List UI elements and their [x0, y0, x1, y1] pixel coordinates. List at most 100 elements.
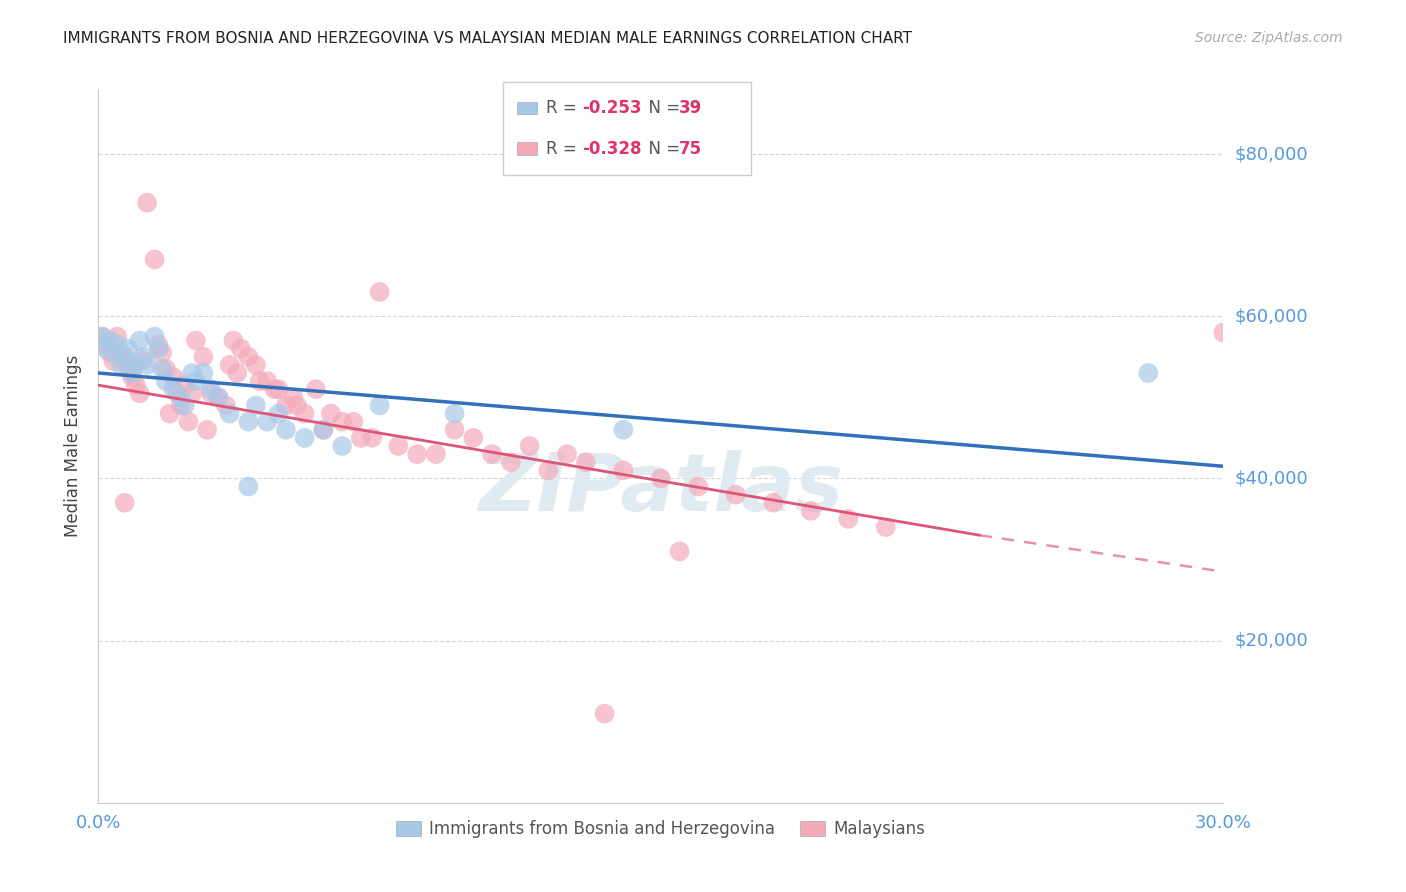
Point [263, 382, 285, 396]
Point [91, 329, 114, 343]
Point [110, 358, 132, 372]
Point [294, 431, 316, 445]
Point [181, 366, 204, 380]
Point [283, 390, 305, 404]
Point [238, 479, 260, 493]
Point [162, 370, 184, 384]
Text: R =: R = [546, 99, 582, 117]
Point [218, 407, 240, 421]
Point [575, 455, 598, 469]
Point [207, 390, 229, 404]
FancyBboxPatch shape [517, 143, 537, 155]
Point [361, 431, 384, 445]
Point [425, 447, 447, 461]
Point [330, 415, 353, 429]
Point [319, 407, 342, 421]
Point [342, 415, 364, 429]
Point [312, 423, 335, 437]
Point [117, 362, 139, 376]
Point [98, 345, 121, 359]
Text: Source: ZipAtlas.com: Source: ZipAtlas.com [1195, 31, 1343, 45]
Point [1137, 366, 1160, 380]
Text: N =: N = [638, 140, 686, 158]
Point [555, 447, 578, 461]
Point [125, 358, 148, 372]
Point [294, 407, 316, 421]
Point [238, 350, 260, 364]
Point [305, 382, 328, 396]
Point [105, 329, 128, 343]
Y-axis label: Median Male Earnings: Median Male Earnings [65, 355, 83, 537]
Point [155, 374, 177, 388]
Point [150, 345, 173, 359]
Point [537, 463, 560, 477]
Point [136, 195, 159, 210]
Point [463, 431, 485, 445]
Point [350, 431, 373, 445]
Point [368, 399, 391, 413]
Point [173, 399, 195, 413]
Point [132, 350, 155, 364]
Legend: Immigrants from Bosnia and Herzegovina, Malaysians: Immigrants from Bosnia and Herzegovina, … [389, 814, 932, 845]
Point [114, 496, 136, 510]
Point [245, 399, 267, 413]
Text: $60,000: $60,000 [1234, 307, 1308, 326]
Point [312, 423, 335, 437]
Point [245, 358, 267, 372]
Point [195, 423, 218, 437]
Point [215, 399, 238, 413]
Point [143, 252, 166, 267]
Point [200, 386, 222, 401]
Point [170, 390, 193, 404]
Point [110, 345, 132, 359]
Point [249, 374, 271, 388]
Point [162, 382, 184, 396]
Text: $40,000: $40,000 [1234, 469, 1308, 487]
Point [481, 447, 503, 461]
Point [612, 463, 634, 477]
Text: $80,000: $80,000 [1234, 145, 1308, 163]
Point [103, 354, 125, 368]
Point [267, 382, 290, 396]
Point [193, 350, 215, 364]
Point [155, 362, 177, 376]
Point [150, 362, 173, 376]
Point [103, 345, 125, 359]
Point [184, 374, 207, 388]
Point [800, 504, 823, 518]
FancyBboxPatch shape [517, 102, 537, 114]
Point [229, 342, 252, 356]
Point [105, 337, 128, 351]
Point [91, 329, 114, 343]
Point [406, 447, 429, 461]
Point [650, 471, 672, 485]
Point [128, 334, 150, 348]
Point [170, 399, 193, 413]
Point [193, 366, 215, 380]
Point [143, 329, 166, 343]
Point [125, 378, 148, 392]
Point [128, 386, 150, 401]
Point [121, 366, 143, 380]
Text: -0.328: -0.328 [582, 140, 641, 158]
Point [499, 455, 522, 469]
Point [94, 337, 117, 351]
Point [238, 415, 260, 429]
Point [94, 342, 117, 356]
Point [267, 407, 290, 421]
Point [166, 386, 188, 401]
Point [368, 285, 391, 299]
Point [1212, 326, 1234, 340]
Point [688, 479, 710, 493]
Point [222, 334, 245, 348]
Text: R =: R = [546, 140, 582, 158]
Point [121, 370, 143, 384]
Point [387, 439, 409, 453]
Point [274, 399, 297, 413]
Point [256, 374, 278, 388]
Point [98, 334, 121, 348]
Text: IMMIGRANTS FROM BOSNIA AND HERZEGOVINA VS MALAYSIAN MEDIAN MALE EARNINGS CORRELA: IMMIGRANTS FROM BOSNIA AND HERZEGOVINA V… [63, 31, 912, 46]
Point [837, 512, 859, 526]
Point [226, 366, 249, 380]
Point [519, 439, 541, 453]
